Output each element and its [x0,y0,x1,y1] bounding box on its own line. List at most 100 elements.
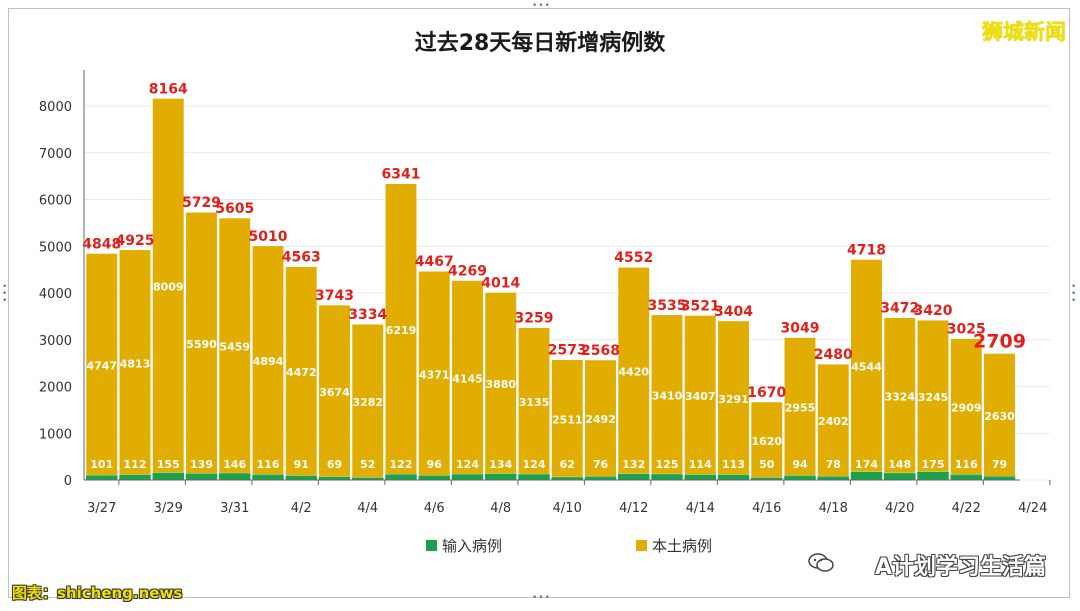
bar-local-cases [750,401,783,478]
bar-imported-cases [884,473,916,480]
x-tick-label: 4/22 [952,501,981,516]
bar-imported-cases [518,474,550,480]
local-cases-label: 8009 [153,281,184,294]
total-cases-label: 3025 [947,322,986,338]
imported-cases-label: 116 [257,458,280,471]
total-cases-label: 2573 [548,343,587,359]
imported-cases-label: 50 [759,458,775,471]
bar-imported-cases [850,471,883,480]
local-cases-label: 3324 [884,390,915,403]
x-tick-label: 4/6 [424,501,445,516]
y-tick-label: 7000 [39,147,72,162]
total-cases-label: 3334 [348,307,387,323]
local-cases-label: 5590 [186,338,217,351]
imported-cases-label: 112 [124,458,147,471]
bar-local-cases [916,319,950,473]
wechat-account-name: A计划学习生活篇 [874,555,1046,580]
left-resize-handle[interactable]: • • • [2,282,9,306]
local-cases-label: 3245 [918,391,949,404]
bar-imported-cases [551,477,583,480]
bar-local-cases [451,280,484,475]
total-cases-label: 4718 [847,242,886,258]
bar-imported-cases [717,474,750,480]
bottom-resize-handle[interactable]: ••• [532,593,551,603]
bar-imported-cases [618,473,650,480]
legend-imported-label: 输入病例 [442,537,502,555]
total-cases-label: 3521 [681,298,720,314]
bar-local-cases [418,270,451,476]
bar-local-cases [218,217,251,474]
local-cases-label: 3674 [319,386,350,399]
imported-cases-label: 132 [622,458,645,471]
imported-cases-label: 155 [157,458,180,471]
bar-imported-cases [817,476,849,480]
imported-cases-label: 79 [992,458,1007,471]
imported-cases-label: 62 [560,458,575,471]
legend-local-label: 本土病例 [652,537,712,555]
imported-cases-label: 139 [190,458,213,471]
imported-cases-label: 91 [294,458,309,471]
bar-local-cases [484,292,517,475]
imported-cases-label: 101 [90,458,113,471]
bar-local-cases [318,304,351,478]
total-cases-label: 3049 [781,320,820,336]
wechat-icon [808,553,834,572]
y-tick-label: 4000 [39,287,72,302]
bar-local-cases [351,323,384,478]
imported-cases-label: 174 [855,458,878,471]
total-cases-label: 3259 [515,311,554,327]
imported-cases-label: 114 [689,458,712,471]
imported-cases-label: 175 [922,458,945,471]
total-cases-label: 3535 [648,298,687,314]
axes: 0 1000 2000 3000 4000 5000 6000 7000 8000 3/27 3/2… [39,70,1051,516]
total-cases-label: 3404 [714,304,753,320]
bar-imported-cases [485,473,517,480]
x-tick-label: 3/29 [154,501,183,516]
imported-cases-label: 96 [427,458,443,471]
x-tick-label: 3/31 [220,501,249,516]
local-cases-label: 3291 [718,393,749,406]
bar-imported-cases [651,474,683,480]
bar-imported-cases [684,474,716,480]
local-cases-label: 4544 [851,361,882,374]
total-cases-label: 5605 [215,201,254,217]
total-cases-label: 2709 [973,330,1026,352]
x-tick-label: 4/16 [752,501,781,516]
bar-imported-cases [917,471,949,480]
local-cases-label: 2955 [785,402,816,415]
top-resize-handle[interactable]: ••• [532,1,551,11]
total-cases-label: 3420 [914,303,953,319]
bar-imported-cases [219,473,251,480]
bar-local-cases [850,259,883,473]
total-cases-label: 4269 [448,263,487,279]
bar-local-cases [152,98,185,474]
imported-cases-label: 134 [489,458,512,471]
y-tick-label: 3000 [39,334,72,349]
bar-local-cases [285,266,318,477]
bar-imported-cases [152,472,184,480]
local-cases-label: 4747 [86,359,117,372]
bar-local-cases [584,359,617,477]
bar-imported-cases [285,475,317,480]
local-cases-label: 3410 [652,389,683,402]
bar-imported-cases [950,474,982,480]
imported-cases-label: 122 [390,458,413,471]
local-cases-label: 1620 [751,435,782,448]
x-tick-label: 4/14 [686,501,715,516]
right-resize-handle[interactable]: • • • [1071,282,1078,306]
bar-local-cases [684,315,717,475]
x-tick-label: 4/24 [1018,501,1047,516]
source-watermark: 图表：shicheng.news [12,584,183,602]
total-cases-label: 3743 [315,288,354,304]
bar-imported-cases [451,474,484,480]
local-cases-label: 4420 [618,366,649,379]
local-cases-label: 2909 [951,402,982,415]
chart-frame [8,8,1070,598]
y-tick-label: 6000 [39,194,72,209]
total-cases-label: 6341 [382,167,421,183]
total-cases-label: 3472 [880,301,919,317]
bar-imported-cases [784,475,816,480]
x-tick-label: 4/18 [819,501,848,516]
